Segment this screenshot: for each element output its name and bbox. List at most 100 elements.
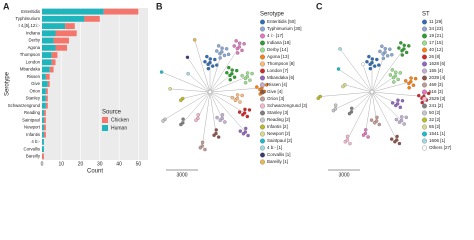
node (364, 128, 368, 132)
legend-label: 2529 [3] (429, 96, 445, 101)
legend-swatch (260, 138, 265, 144)
x-tick-label: 10 (58, 161, 64, 167)
node (220, 113, 225, 117)
edge (339, 48, 373, 93)
node (398, 71, 402, 75)
node (234, 39, 238, 43)
node (407, 86, 411, 90)
legend-swatch (422, 117, 427, 123)
node (394, 117, 399, 122)
node (395, 134, 399, 139)
y-tick-label: 4 b:- (31, 139, 40, 144)
edge (170, 88, 211, 93)
legend-swatch (260, 26, 265, 32)
node (232, 44, 236, 48)
node (380, 44, 384, 48)
node (398, 105, 403, 110)
node (388, 73, 393, 77)
node (242, 42, 246, 46)
node (409, 76, 413, 80)
node (397, 46, 401, 50)
bar-segment (53, 37, 69, 44)
node (417, 93, 421, 98)
y-tick-label: Give (31, 81, 40, 86)
panel-label: B (156, 1, 163, 11)
legend-label: Thompson [8] (267, 61, 295, 66)
node (316, 96, 321, 100)
legend-label: Typhimurium [30] (267, 26, 302, 31)
edge (182, 91, 211, 123)
node (347, 111, 352, 116)
bar-segment (42, 102, 46, 109)
y-tick-label: London (26, 59, 41, 64)
node (235, 51, 240, 55)
legend-swatch (260, 159, 265, 165)
node (400, 115, 404, 119)
node (400, 53, 405, 57)
bar-segment (42, 15, 85, 22)
legend-label: Rissen [4] (267, 82, 287, 87)
node (234, 68, 239, 73)
legend-label: Corvallis [1] (267, 152, 291, 157)
legend-label: 40 [12] (429, 47, 443, 52)
legend-label: Saintpaul [2] (267, 138, 292, 143)
legend-swatch (422, 96, 427, 102)
node (420, 100, 424, 105)
node (349, 106, 354, 111)
y-tick-label: Stanley (26, 96, 41, 101)
edge (209, 87, 262, 93)
legend-label: 26 [8] (429, 54, 440, 59)
figure: A B C 0 10 20 30 40 50 Enteritidis Typhimurium I… (3, 1, 451, 178)
node (361, 62, 365, 66)
legend-label: 50 [2] (429, 110, 440, 115)
node (397, 141, 402, 146)
node (237, 110, 242, 114)
y-tick-label: Bareilly (26, 154, 41, 159)
node (243, 107, 247, 112)
node (228, 73, 232, 78)
x-tick-label: 20 (78, 161, 84, 167)
node (206, 66, 211, 71)
y-axis-label: Serotype (5, 71, 11, 96)
node (235, 93, 240, 97)
edge (187, 73, 211, 93)
node (369, 89, 375, 95)
bar-segment (42, 30, 56, 37)
edge (351, 91, 373, 113)
node (203, 59, 207, 64)
node (200, 140, 205, 145)
node (407, 44, 411, 48)
node (402, 122, 406, 126)
panel-label: A (3, 1, 10, 11)
edge (338, 68, 373, 93)
legend-swatch (422, 40, 427, 46)
y-tick-label: Thompson (20, 52, 41, 57)
node (361, 133, 366, 137)
node (399, 41, 403, 45)
x-tick-label: 40 (116, 161, 122, 167)
node (404, 50, 409, 55)
legend-swatch (422, 33, 427, 39)
node (400, 48, 404, 53)
edge (371, 48, 405, 93)
node (215, 115, 219, 120)
node (402, 43, 406, 48)
edge (209, 91, 223, 119)
node (212, 133, 216, 137)
legend-label: Indiana [18] (267, 40, 291, 45)
node (230, 95, 234, 100)
node (383, 46, 388, 51)
edge (197, 91, 211, 119)
node (264, 83, 269, 87)
legend-label: Newport [2] (267, 131, 290, 136)
legend-label: 469 [3] (429, 82, 443, 87)
edge (194, 39, 211, 93)
edge (209, 91, 246, 133)
node (237, 41, 242, 46)
node (238, 100, 242, 104)
node (179, 98, 183, 102)
legend-swatch (260, 145, 265, 151)
legend-swatch (422, 47, 427, 53)
node (367, 54, 371, 59)
legend-label: 4 b:- [1] (267, 145, 282, 150)
